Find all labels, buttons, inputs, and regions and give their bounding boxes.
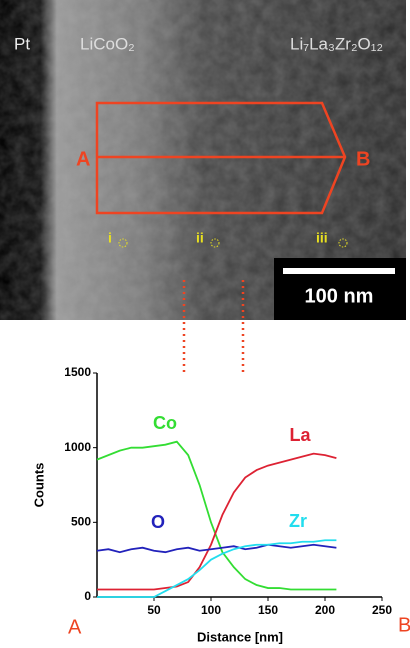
y-tick-label: 500 xyxy=(71,515,91,529)
series-label: La xyxy=(289,425,311,445)
region-label: LiCoO₂ xyxy=(80,34,135,53)
region-label: Pt xyxy=(14,34,30,53)
x-tick-label: 200 xyxy=(315,603,335,617)
y-tick-label: 1000 xyxy=(64,440,91,454)
micrograph: Pt LiCoO₂ Li₇La₃Zr₂O₁₂ A B i ii iii 100 … xyxy=(0,0,406,320)
figure: Pt LiCoO₂ Li₇La₃Zr₂O₁₂ A B i ii iii 100 … xyxy=(0,0,410,648)
series-line xyxy=(97,545,336,552)
y-tick-label: 1500 xyxy=(64,365,91,379)
scan-end: B xyxy=(356,148,370,170)
point-label: ii xyxy=(196,230,204,246)
x-axis-label: Distance [nm] xyxy=(197,629,283,644)
series-label: Zr xyxy=(289,511,307,531)
point-label: i xyxy=(108,230,112,246)
x-tick-label: 50 xyxy=(147,603,161,617)
x-tick-label: 150 xyxy=(258,603,278,617)
x-tick-label: 250 xyxy=(372,603,392,617)
point-label: iii xyxy=(316,230,328,246)
chart: Counts Distance [nm] A B 0 500 1000 1500 50 1… xyxy=(31,365,410,644)
series-label: O xyxy=(151,512,165,532)
scale-bar xyxy=(283,268,395,274)
start-label: A xyxy=(68,616,82,638)
scale-label: 100 nm xyxy=(305,285,374,307)
y-axis-label: Counts xyxy=(31,463,46,508)
region-label: Li₇La₃Zr₂O₁₂ xyxy=(290,34,383,53)
series-label: Co xyxy=(153,413,177,433)
end-label: B xyxy=(398,614,410,636)
y-tick-label: 0 xyxy=(84,589,91,603)
scan-start: A xyxy=(76,148,90,170)
x-tick-label: 100 xyxy=(201,603,221,617)
